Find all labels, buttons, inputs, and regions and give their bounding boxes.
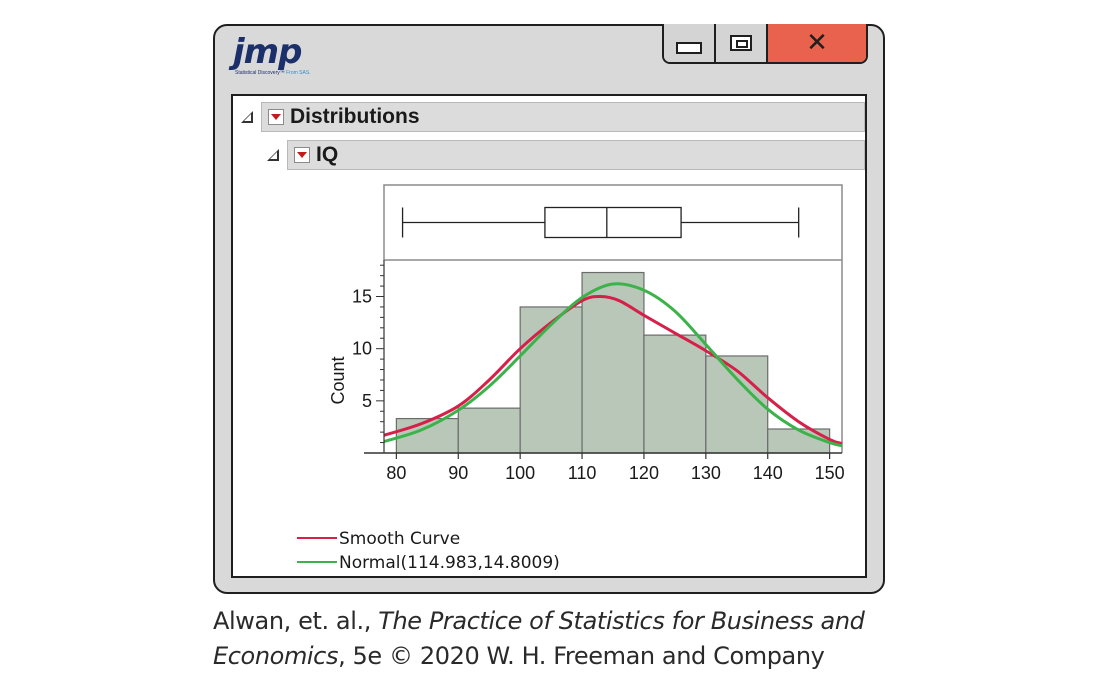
red-triangle-menu-icon[interactable] bbox=[268, 109, 284, 125]
window-controls: ✕ bbox=[662, 24, 868, 64]
iq-header: IQ bbox=[287, 140, 865, 170]
caption-line-2: Economics, 5e © 2020 W. H. Freeman and C… bbox=[213, 639, 865, 674]
maximize-button[interactable] bbox=[716, 24, 768, 62]
logo-subtitle-a: Statistical Discovery™ bbox=[235, 70, 285, 76]
histogram-bar bbox=[767, 428, 831, 454]
x-tick-label: 120 bbox=[629, 463, 659, 483]
legend-label: Smooth Curve bbox=[339, 529, 460, 549]
x-tick-label: 80 bbox=[386, 463, 406, 483]
minimize-icon bbox=[676, 42, 702, 54]
y-tick-label: 5 bbox=[362, 391, 372, 411]
caption-title-part1: The Practice of Statistics for Business … bbox=[378, 607, 865, 635]
smooth-curve-line bbox=[383, 295, 843, 446]
histogram-bar bbox=[457, 407, 521, 454]
source-caption: Alwan, et. al., The Practice of Statisti… bbox=[213, 604, 865, 674]
x-tick-label: 110 bbox=[568, 463, 597, 483]
x-tick-label: 150 bbox=[815, 463, 845, 483]
legend-label: Normal(114.983,14.8009) bbox=[339, 553, 560, 573]
red-triangle-menu-icon[interactable] bbox=[294, 147, 310, 163]
distribution-chart: 80 90 100 110 120 130 140 150 5 10 15 Count Smooth C… bbox=[297, 184, 845, 573]
y-tick-label: 10 bbox=[352, 339, 372, 359]
disclosure-triangle-icon[interactable] bbox=[241, 111, 253, 123]
x-tick-label: 140 bbox=[753, 463, 783, 483]
x-tick-label: 130 bbox=[691, 463, 721, 483]
histogram-bar bbox=[519, 306, 583, 454]
logo-subtitle: Statistical Discovery™ From SAS. bbox=[235, 70, 311, 76]
x-tick-label: 90 bbox=[448, 463, 468, 483]
logo-wordmark: jmp bbox=[233, 32, 302, 72]
caption-title-part2: Economics bbox=[213, 642, 339, 670]
boxplot-box bbox=[544, 206, 682, 239]
iq-outline: IQ bbox=[267, 140, 865, 170]
caption-line-1: Alwan, et. al., The Practice of Statisti… bbox=[213, 604, 865, 639]
distributions-outline: Distributions bbox=[241, 102, 865, 132]
distributions-header: Distributions bbox=[261, 102, 865, 132]
jmp-window: jmp Statistical Discovery™ From SAS. ✕ D… bbox=[213, 24, 885, 594]
disclosure-triangle-icon[interactable] bbox=[267, 149, 279, 161]
jmp-logo: jmp Statistical Discovery™ From SAS. bbox=[231, 32, 311, 80]
normal-curve-line bbox=[383, 282, 843, 448]
x-tick-label: 100 bbox=[505, 463, 535, 483]
histogram-bar bbox=[581, 271, 645, 454]
report-content: Distributions IQ 80 90 100 110 120 130 140 150 5… bbox=[231, 94, 867, 578]
minimize-button[interactable] bbox=[664, 24, 716, 62]
iq-title: IQ bbox=[316, 143, 339, 166]
y-tick-label: 15 bbox=[352, 287, 372, 307]
caption-publisher: , 5e © 2020 W. H. Freeman and Company bbox=[338, 642, 825, 670]
caption-authors: Alwan, et. al., bbox=[213, 607, 379, 635]
close-button[interactable]: ✕ bbox=[768, 24, 866, 62]
logo-subtitle-b: From SAS. bbox=[286, 70, 311, 76]
histogram-bar bbox=[643, 334, 707, 454]
distributions-title: Distributions bbox=[290, 105, 420, 128]
maximize-icon bbox=[730, 35, 752, 51]
close-icon: ✕ bbox=[806, 28, 828, 58]
y-axis-label: Count bbox=[328, 356, 348, 404]
